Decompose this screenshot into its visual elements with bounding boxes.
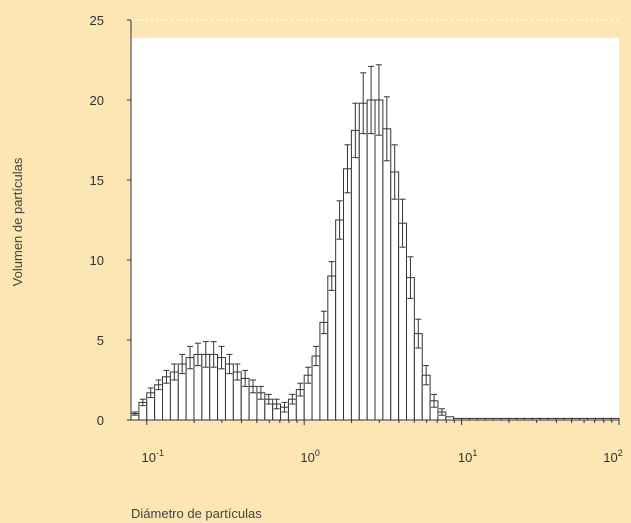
histogram-bar [350, 129, 360, 421]
histogram-bar [374, 99, 384, 421]
x-tick-label: 101 [458, 448, 477, 465]
histogram-bar [319, 321, 329, 421]
x-axis-title: Diámetro de partículas [131, 506, 262, 521]
x-tick-label: 100 [300, 448, 319, 465]
bar-group [130, 99, 620, 421]
histogram-bar [366, 99, 376, 421]
histogram-bar [335, 219, 345, 421]
histogram-bar [327, 275, 337, 421]
y-tick-label: 5 [97, 333, 104, 348]
y-tick-label: 10 [90, 253, 104, 268]
y-tick-label: 0 [97, 413, 104, 428]
histogram-bar [382, 128, 392, 421]
x-tick-label: 10-1 [142, 448, 164, 465]
x-tick-exponent: 1 [472, 448, 477, 458]
histogram-bar [390, 171, 400, 421]
y-tick-label: 20 [90, 93, 104, 108]
x-tick-exponent: 0 [315, 448, 320, 458]
histogram-bar [358, 102, 368, 421]
y-tick-label: 25 [90, 13, 104, 28]
y-axis-title: Volumen de partículas [10, 157, 25, 286]
histogram-bar [343, 168, 352, 421]
x-tick-exponent: 2 [618, 448, 623, 458]
error-bar-group [131, 64, 445, 416]
histogram-bar [398, 222, 407, 421]
histogram-bar [406, 277, 415, 421]
y-tick-label: 15 [90, 173, 104, 188]
x-tick-label: 102 [603, 448, 622, 465]
x-tick-exponent: -1 [156, 448, 164, 458]
